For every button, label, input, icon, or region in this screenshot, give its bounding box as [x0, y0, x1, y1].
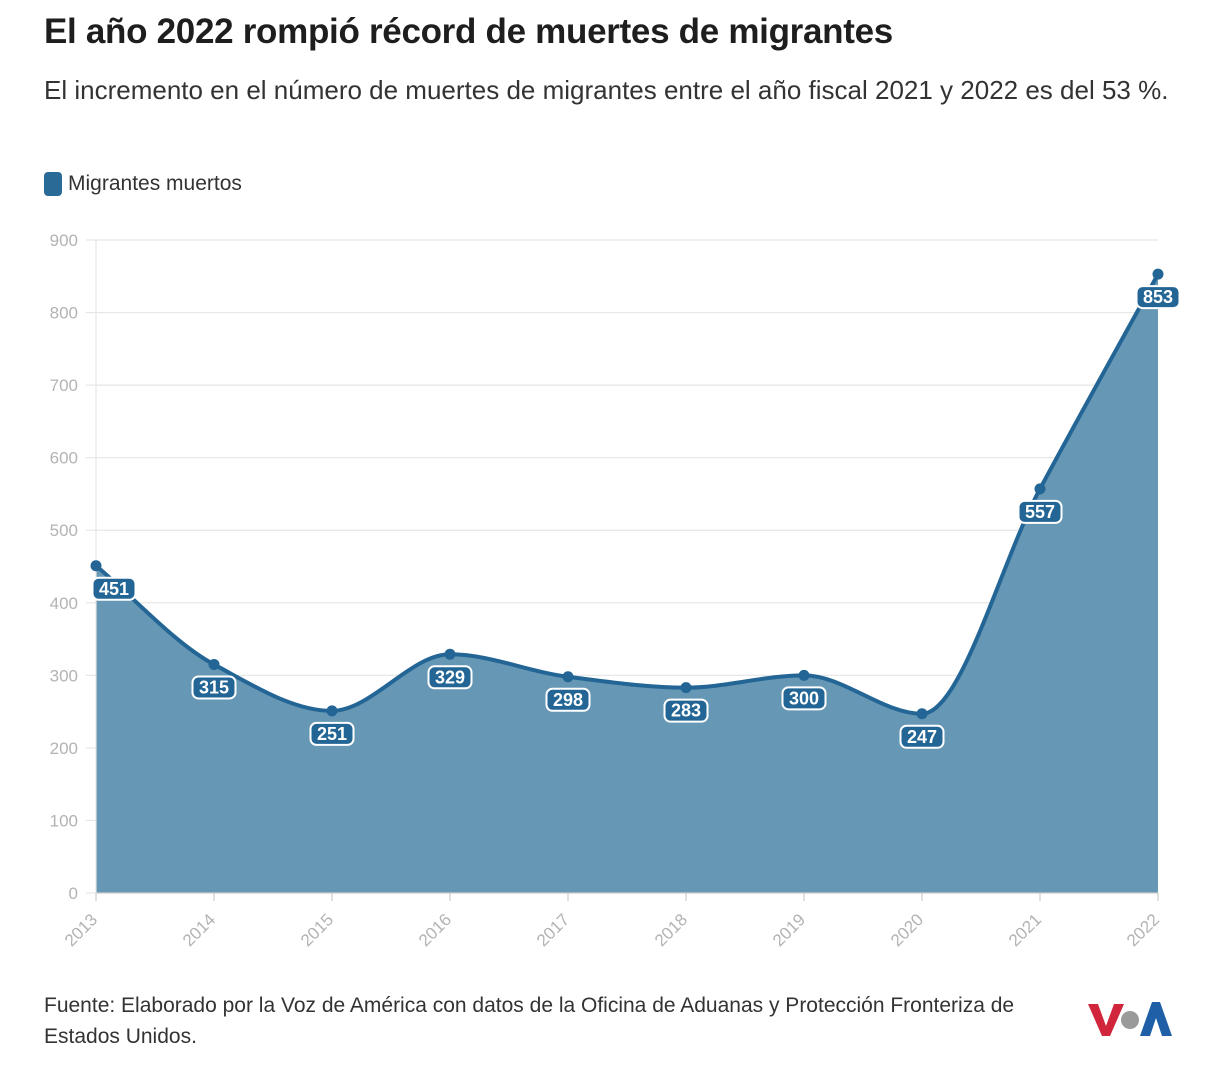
x-tick-label: 2019 — [769, 910, 809, 950]
data-label: 283 — [671, 701, 701, 721]
series-line — [94, 273, 1160, 716]
data-label: 247 — [907, 727, 937, 747]
data-label: 557 — [1025, 502, 1055, 522]
y-tick-label: 800 — [50, 304, 78, 323]
series-area — [96, 274, 1158, 894]
data-point — [562, 671, 574, 683]
y-tick-label: 500 — [50, 521, 78, 540]
data-label-bg — [427, 665, 473, 690]
logo-o — [1121, 1011, 1139, 1029]
y-tick-label: 100 — [50, 811, 78, 830]
data-label: 329 — [435, 667, 465, 687]
x-tick-label: 2016 — [415, 910, 455, 950]
chart-title: El año 2022 rompió récord de muertes de … — [44, 12, 893, 51]
data-label-bg — [191, 675, 237, 700]
data-point — [916, 708, 928, 720]
data-point — [1152, 268, 1164, 280]
logo-a — [1140, 1002, 1172, 1036]
x-tick-label: 2015 — [297, 910, 337, 950]
x-tick-label: 2014 — [179, 910, 219, 950]
data-label: 315 — [199, 677, 229, 697]
series-line-path — [94, 273, 1160, 716]
data-label: 298 — [553, 690, 583, 710]
data-label-bg — [781, 686, 827, 711]
data-label: 251 — [317, 724, 347, 744]
data-point — [798, 669, 810, 681]
x-tick-label: 2020 — [887, 910, 927, 950]
data-label-bg — [1017, 499, 1063, 524]
legend-swatch — [44, 172, 62, 196]
chart-subtitle: El incremento en el número de muertes de… — [44, 75, 1169, 105]
x-tick-label: 2022 — [1123, 910, 1163, 950]
y-tick-label: 400 — [50, 594, 78, 613]
x-tick-label: 2018 — [651, 910, 691, 950]
data-point — [208, 658, 220, 670]
data-label: 853 — [1143, 287, 1173, 307]
data-point — [1034, 483, 1046, 495]
x-tick-label: 2017 — [533, 910, 573, 950]
data-label: 451 — [99, 579, 129, 599]
data-label-bg — [663, 698, 709, 723]
x-tick-label: 2013 — [61, 910, 101, 950]
y-tick-label: 0 — [69, 884, 78, 903]
x-tick-label: 2021 — [1005, 910, 1045, 950]
data-label: 300 — [789, 688, 819, 708]
y-tick-label: 600 — [50, 449, 78, 468]
data-labels: 451 315 251 329 298 283 300 247 557 853 — [91, 285, 1181, 749]
logo-v — [1088, 1004, 1124, 1036]
y-axis: 0 100 200 300 400 500 600 700 800 900 — [50, 231, 97, 903]
data-point — [326, 705, 338, 717]
data-point — [444, 648, 456, 660]
x-axis: 2013 2014 2015 2016 2017 2018 2019 2020 2021 2022 — [61, 892, 1163, 950]
data-points — [90, 268, 1164, 720]
voa-logo — [1088, 1002, 1172, 1036]
legend-label: Migrantes muertos — [68, 172, 242, 195]
source-note: Fuente: Elaborado por la Voz de América … — [44, 994, 1015, 1048]
area-chart: 2013 2014 2015 2016 2017 2018 2019 2020 2021 2022… — [50, 231, 1181, 950]
legend[interactable]: Migrantes muertos — [44, 172, 242, 196]
y-tick-label: 700 — [50, 376, 78, 395]
y-tick-label: 900 — [50, 231, 78, 250]
data-label-bg — [545, 687, 591, 712]
y-tick-label: 300 — [50, 666, 78, 685]
data-label-bg — [899, 724, 945, 749]
y-tick-label: 200 — [50, 739, 78, 758]
data-point — [90, 560, 102, 572]
data-label-bg — [309, 721, 355, 746]
data-label-bg — [1135, 285, 1181, 310]
data-label-bg — [91, 576, 137, 601]
area-fill — [96, 274, 1158, 894]
data-point — [680, 682, 692, 694]
